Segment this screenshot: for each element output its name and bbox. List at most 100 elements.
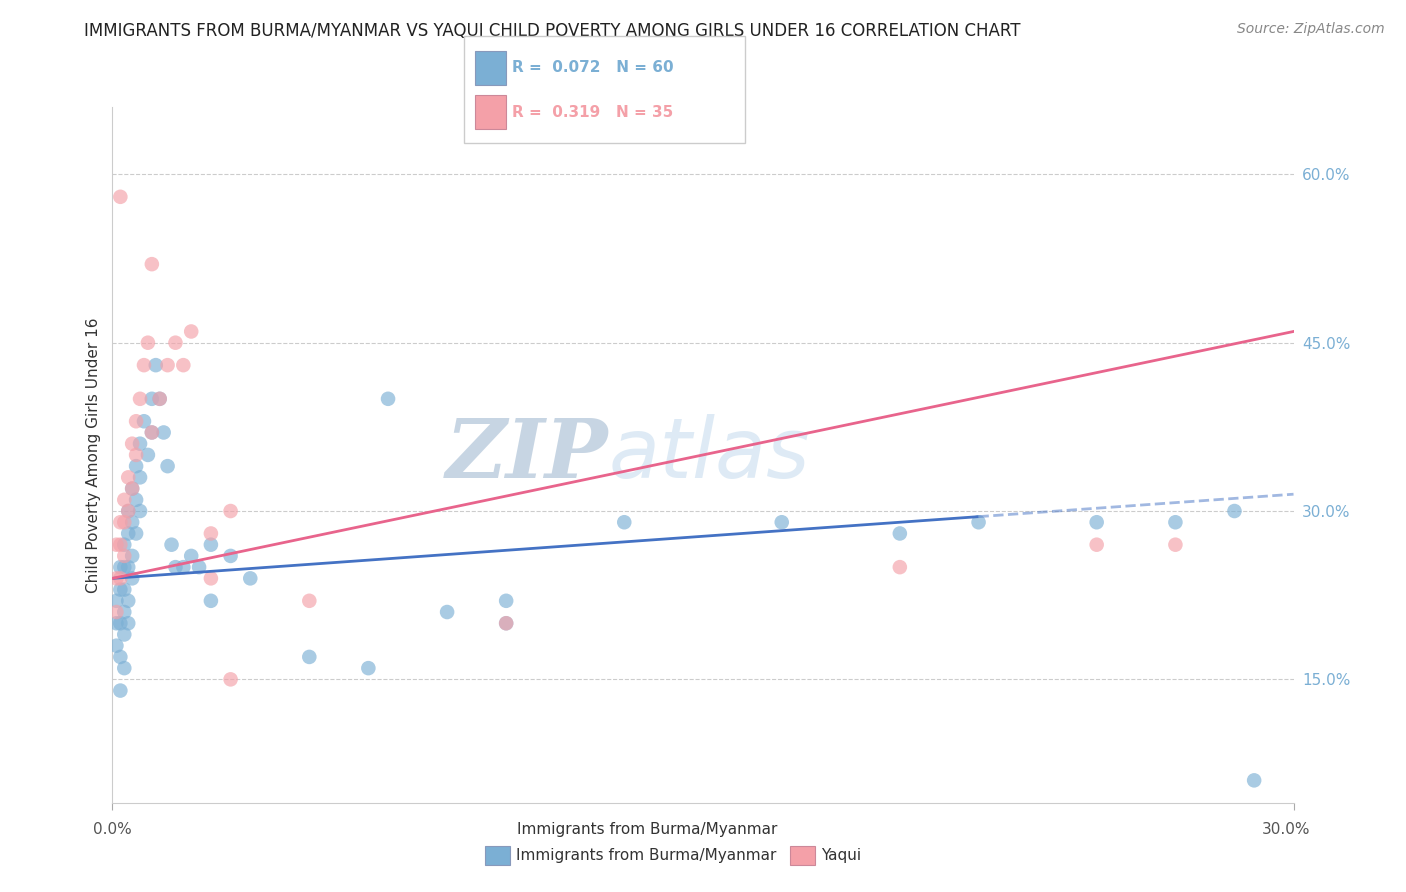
Point [117,560,139,574]
Point [110,560,132,574]
Point [188,560,211,574]
Point [129,470,152,484]
Point [110,616,132,631]
Point [1085,538,1108,552]
Point [125,448,148,462]
Point [121,436,143,450]
Point [172,560,194,574]
Point [770,515,793,529]
Point [112,627,135,641]
Point [110,538,132,552]
Text: Immigrants from Burma/Myanmar: Immigrants from Burma/Myanmar [516,822,778,837]
Point [436,605,458,619]
Point [112,538,135,552]
Point [105,594,128,608]
Point [136,448,159,462]
Point [129,504,152,518]
Point [125,414,148,428]
Point [117,470,139,484]
Point [110,649,132,664]
Text: R =  0.072   N = 60: R = 0.072 N = 60 [512,61,673,75]
Point [967,515,990,529]
Text: R =  0.319   N = 35: R = 0.319 N = 35 [512,105,673,120]
Y-axis label: Child Poverty Among Girls Under 16: Child Poverty Among Girls Under 16 [86,318,101,592]
Point [117,526,139,541]
Point [172,358,194,372]
Point [219,673,242,687]
Point [136,335,159,350]
Point [112,605,135,619]
Point [125,492,148,507]
Point [613,515,636,529]
Point [105,639,128,653]
Point [125,459,148,474]
Point [112,582,135,597]
Point [889,526,911,541]
Point [298,649,321,664]
Point [112,549,135,563]
Point [105,616,128,631]
Point [298,594,321,608]
Point [200,526,222,541]
Point [200,571,222,585]
Point [1223,504,1246,518]
Point [117,616,139,631]
Text: Yaqui: Yaqui [821,848,862,863]
Text: ZIP: ZIP [446,415,609,495]
Point [121,549,143,563]
Point [156,459,179,474]
Point [110,571,132,585]
Point [129,392,152,406]
Point [180,325,202,339]
Point [495,616,517,631]
Point [239,571,262,585]
Point [149,392,172,406]
Text: 30.0%: 30.0% [1263,822,1310,837]
Point [112,492,135,507]
Point [117,594,139,608]
Point [141,425,163,440]
Text: atlas: atlas [609,415,810,495]
Text: Immigrants from Burma/Myanmar: Immigrants from Burma/Myanmar [516,848,776,863]
Point [149,392,172,406]
Point [117,504,139,518]
Point [112,661,135,675]
Point [180,549,202,563]
Point [1164,538,1187,552]
Point [156,358,179,372]
Point [112,560,135,574]
Point [121,515,143,529]
Point [160,538,183,552]
Point [129,436,152,450]
Point [1164,515,1187,529]
Point [132,414,155,428]
Text: Source: ZipAtlas.com: Source: ZipAtlas.com [1237,22,1385,37]
Text: IMMIGRANTS FROM BURMA/MYANMAR VS YAQUI CHILD POVERTY AMONG GIRLS UNDER 16 CORREL: IMMIGRANTS FROM BURMA/MYANMAR VS YAQUI C… [84,22,1021,40]
Point [132,358,155,372]
Point [377,392,399,406]
Point [495,594,517,608]
Point [145,358,167,372]
Point [105,605,128,619]
Point [219,549,242,563]
Point [110,582,132,597]
Point [152,425,174,440]
Point [165,560,187,574]
Point [1085,515,1108,529]
Text: 0.0%: 0.0% [93,822,132,837]
Point [219,504,242,518]
Point [105,538,128,552]
Point [200,594,222,608]
Point [110,190,132,204]
Point [200,538,222,552]
Point [495,616,517,631]
Point [141,425,163,440]
Point [121,482,143,496]
Point [1243,773,1265,788]
Point [889,560,911,574]
Point [105,571,128,585]
Point [112,515,135,529]
Point [165,335,187,350]
Point [141,257,163,271]
Point [141,392,163,406]
